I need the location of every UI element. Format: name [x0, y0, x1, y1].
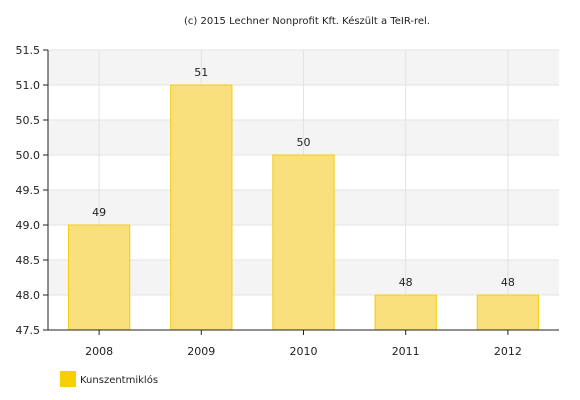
bar: [272, 154, 335, 331]
bar: [476, 294, 540, 331]
bar-value-label: 51: [194, 66, 208, 79]
y-tick-label: 51.0: [16, 79, 41, 92]
x-tick-label: 2009: [187, 345, 215, 358]
legend-label: Kunszentmiklós: [80, 374, 158, 386]
bar-value-label: 48: [501, 276, 515, 289]
x-tick-label: 2010: [290, 345, 318, 358]
bar: [67, 224, 131, 331]
plot-area: 47.5 48.0 48.5 49.0 49.5 50.0 50.5 51.0 51.5 49 51…: [16, 44, 559, 358]
y-tick-label: 50.5: [16, 114, 41, 127]
legend: Kunszentmiklós: [60, 371, 158, 387]
x-tick-label: 2011: [392, 345, 420, 358]
y-tick-label: 47.5: [16, 324, 41, 337]
x-tick-label: 2012: [494, 345, 522, 358]
bar: [374, 294, 437, 331]
y-tick-label: 49.5: [16, 184, 41, 197]
chart-credit-text: (c) 2015 Lechner Nonprofit Kft. Készült …: [184, 15, 430, 27]
x-tick-label: 2008: [85, 345, 113, 358]
y-tick-label: 51.5: [16, 44, 41, 57]
legend-swatch: [60, 371, 76, 387]
bar-value-label: 50: [297, 136, 311, 149]
y-tick-label: 48.0: [16, 289, 41, 302]
y-tick-label: 50.0: [16, 149, 41, 162]
y-tick-label: 49.0: [16, 219, 41, 232]
y-tick-label: 48.5: [16, 254, 41, 267]
bar-value-label: 49: [92, 206, 106, 219]
bar: [170, 84, 233, 331]
bar-value-label: 48: [399, 276, 413, 289]
